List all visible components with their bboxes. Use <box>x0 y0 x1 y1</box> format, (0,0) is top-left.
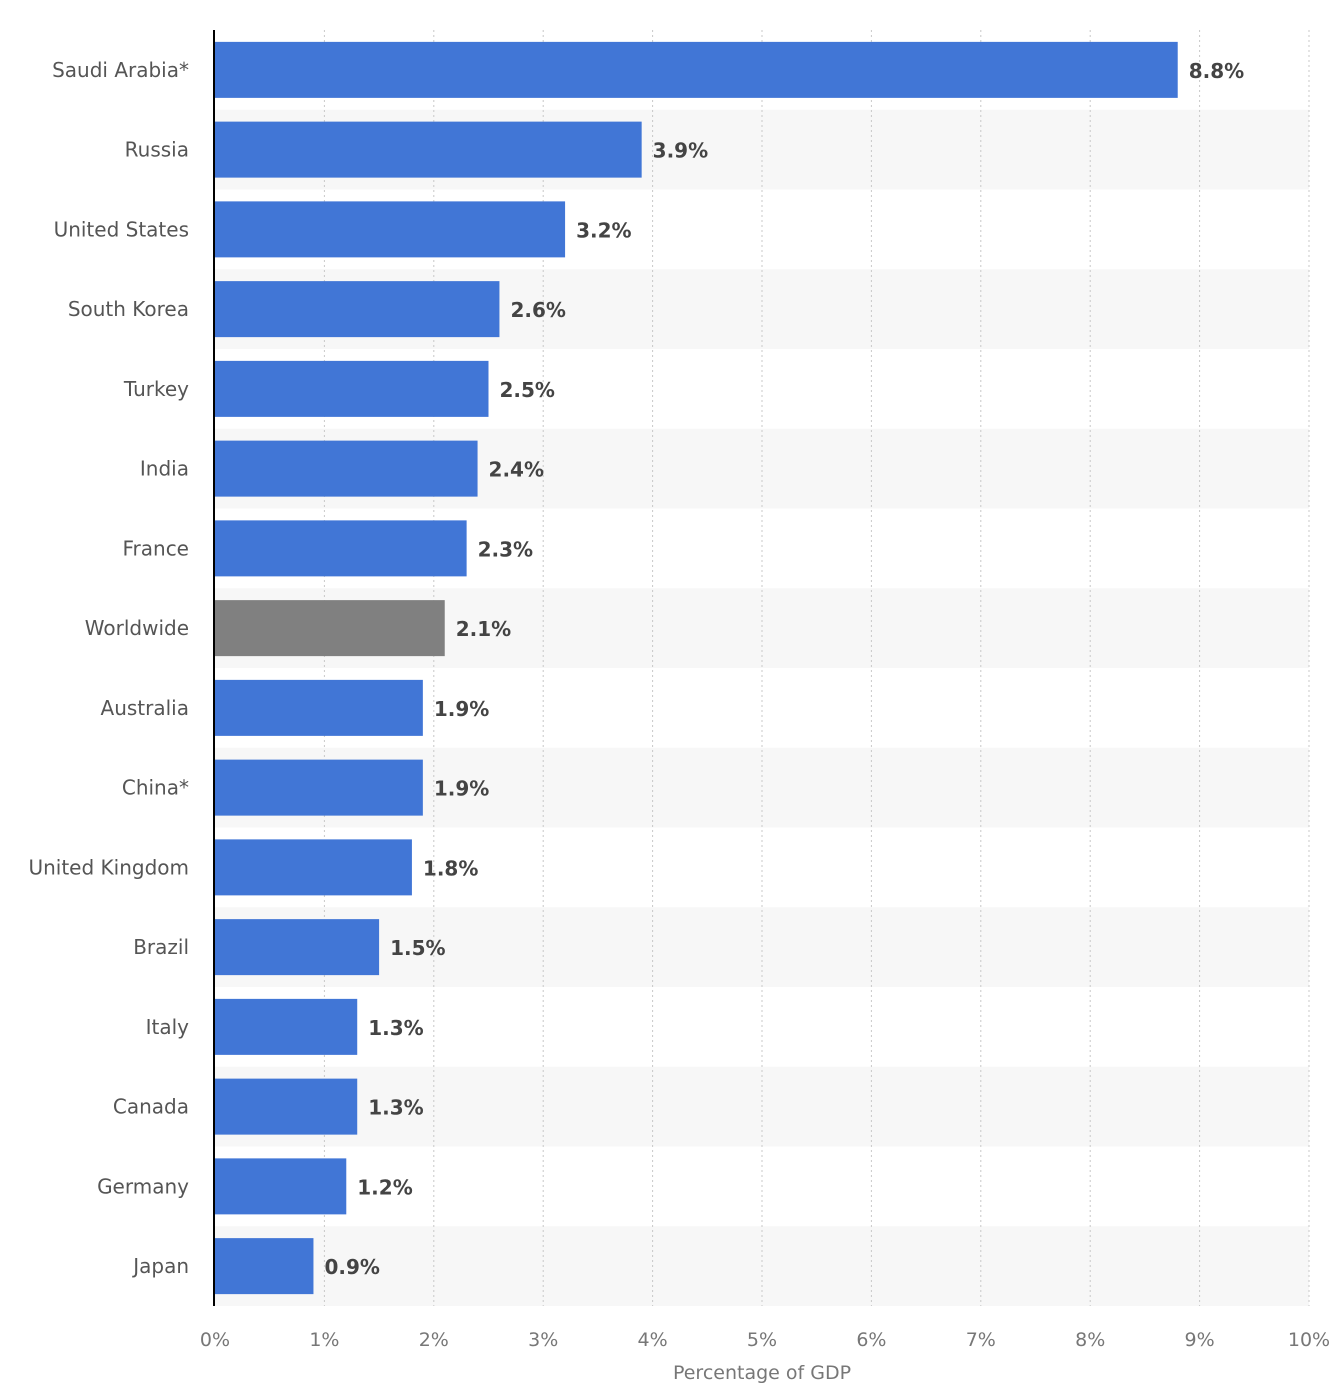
category-label: South Korea <box>68 297 189 321</box>
bar <box>215 839 412 896</box>
x-tick-label: 5% <box>747 1329 777 1351</box>
value-label: 2.6% <box>510 298 565 322</box>
bar <box>215 1158 347 1215</box>
category-label: Japan <box>131 1254 189 1278</box>
x-tick-label: 4% <box>638 1329 668 1351</box>
value-label: 2.5% <box>500 378 555 402</box>
value-label: 1.9% <box>434 697 489 721</box>
x-tick-label: 0% <box>200 1329 230 1351</box>
value-label: 2.4% <box>489 458 544 482</box>
bar <box>215 1078 358 1135</box>
x-tick-label: 3% <box>528 1329 558 1351</box>
bar <box>215 998 358 1055</box>
bars <box>215 41 1178 1295</box>
bar <box>215 41 1178 98</box>
x-tick-label: 2% <box>419 1329 449 1351</box>
bar <box>215 281 500 338</box>
x-tick-label: 8% <box>1075 1329 1105 1351</box>
category-label: France <box>122 536 189 560</box>
bar <box>215 360 489 417</box>
x-tick-label: 1% <box>309 1329 339 1351</box>
bar <box>215 919 380 976</box>
category-label: Saudi Arabia* <box>52 58 189 82</box>
x-tick-label: 7% <box>966 1329 996 1351</box>
bar <box>215 440 478 497</box>
value-label: 8.8% <box>1189 59 1244 83</box>
category-labels: Saudi Arabia* Russia United States South Ko… <box>28 58 189 1278</box>
bar <box>215 759 423 816</box>
value-label: 2.1% <box>456 617 511 641</box>
category-label: China* <box>122 776 189 800</box>
category-label: Brazil <box>133 935 189 959</box>
value-label: 3.9% <box>653 139 708 163</box>
category-label: Australia <box>101 696 189 720</box>
category-label: Italy <box>146 1015 190 1039</box>
value-label: 1.5% <box>390 936 445 960</box>
value-labels: 8.8% 3.9% 3.2% 2.6% 2.5% 2.4% 2.3% 2.1% 1.9% 1.9%… <box>324 59 1244 1279</box>
value-label: 2.3% <box>478 537 533 561</box>
x-tick-label: 10% <box>1288 1329 1330 1351</box>
category-label: Russia <box>125 138 189 162</box>
bar <box>215 1238 314 1295</box>
x-tick-label: 6% <box>856 1329 886 1351</box>
value-label: 1.3% <box>368 1016 423 1040</box>
value-label: 1.9% <box>434 777 489 801</box>
bar <box>215 121 642 178</box>
value-label: 1.8% <box>423 856 478 880</box>
value-label: 1.3% <box>368 1096 423 1120</box>
category-label: Germany <box>97 1174 189 1198</box>
bar <box>215 520 467 577</box>
bar <box>215 600 445 657</box>
bar <box>215 679 423 736</box>
bar <box>215 201 566 258</box>
category-label: Canada <box>113 1095 189 1119</box>
x-axis-title: Percentage of GDP <box>673 1362 851 1384</box>
category-label: United Kingdom <box>28 855 189 879</box>
category-label: Worldwide <box>85 616 189 640</box>
x-tick-labels: 0% 1% 2% 3% 4% 5% 6% 7% 8% 9% 10% <box>200 1329 1330 1351</box>
value-label: 0.9% <box>324 1255 379 1279</box>
category-label: United States <box>54 217 189 241</box>
value-label: 1.2% <box>357 1175 412 1199</box>
category-label: India <box>140 457 189 481</box>
x-tick-label: 9% <box>1185 1329 1215 1351</box>
category-label: Turkey <box>123 377 189 401</box>
value-label: 3.2% <box>576 218 631 242</box>
